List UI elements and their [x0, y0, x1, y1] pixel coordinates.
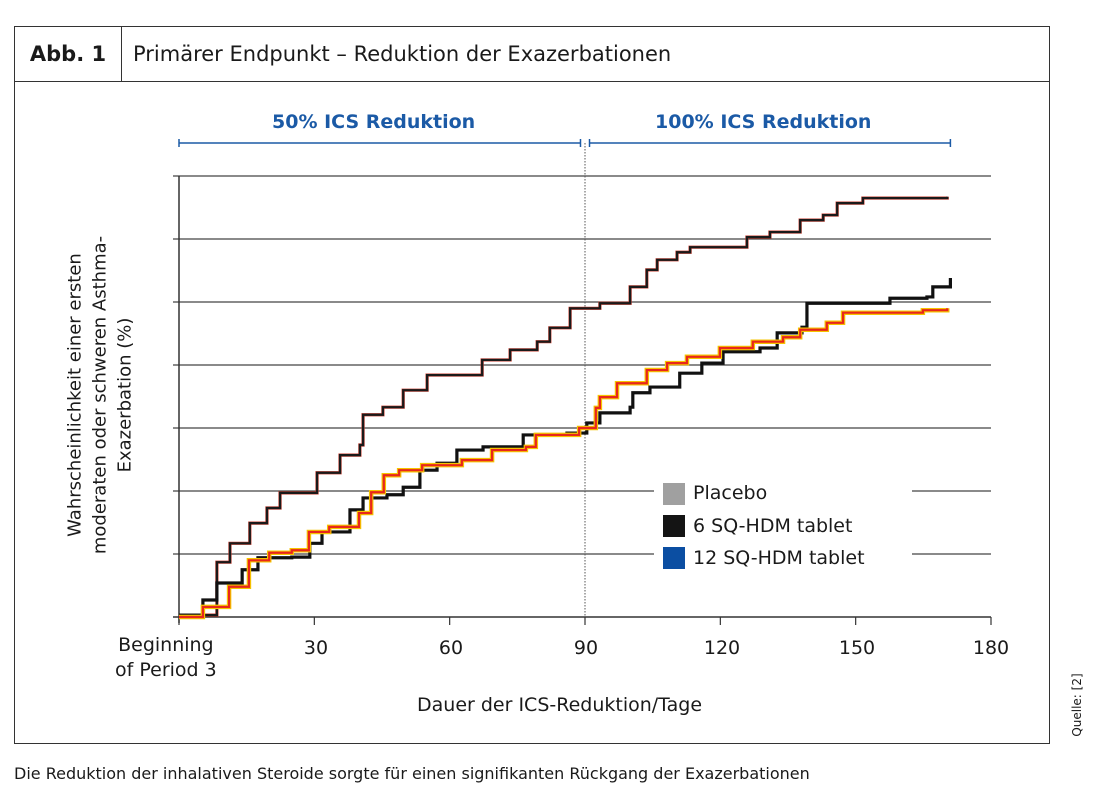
series-edge-12-sq-hdm-tablet [179, 307, 950, 620]
x-tick-label: 120 [703, 637, 741, 659]
legend-swatch-12sq [663, 547, 685, 569]
x-tick-label: 60 [438, 637, 464, 659]
x-tick-label: 180 [972, 637, 1010, 659]
chart-title: Primärer Endpunkt – Reduktion der Exazer… [133, 42, 672, 66]
x-tick-label: 90 [573, 637, 599, 659]
x-tick-label-start: Beginning of Period 3 [115, 633, 217, 683]
y-axis-label-line: moderaten oder schweren Asthma- [89, 235, 111, 555]
figure-frame: Abb. 1 Primärer Endpunkt – Reduktion der… [14, 26, 1050, 744]
phase-label-50: 50% ICS Reduktion [272, 111, 476, 133]
x-tick-label-line: of Period 3 [115, 659, 217, 681]
legend-swatch-6sq [663, 515, 685, 537]
legend-label-placebo: Placebo [693, 482, 768, 504]
source-note: Quelle: [2] [1070, 673, 1084, 737]
y-axis-label-line: Exazerbation (%) [114, 317, 136, 473]
y-axis-label-line: Wahrscheinlichkeit einer ersten [64, 253, 86, 537]
figure-label: Abb. 1 [15, 27, 122, 81]
figure-header: Abb. 1 Primärer Endpunkt – Reduktion der… [15, 27, 1049, 82]
x-tick-label-line: Beginning [118, 634, 214, 656]
x-axis-label: Dauer der ICS-Reduktion/Tage [417, 694, 703, 716]
legend-swatch-placebo [663, 483, 685, 505]
legend-label-12sq: 12 SQ-HDM tablet [693, 547, 865, 569]
series-line-placebo [179, 196, 949, 617]
legend-label-6sq: 6 SQ-HDM tablet [693, 515, 853, 537]
y-axis-label: Wahrscheinlichkeit einer ersten moderate… [63, 236, 138, 554]
figure-caption: Die Reduktion der inhalativen Steroide s… [14, 764, 810, 783]
series-line-12-sq-hdm-tablet [179, 308, 949, 619]
x-tick-label: 150 [838, 637, 876, 659]
x-tick-label: 30 [303, 637, 329, 659]
phase-label-100: 100% ICS Reduktion [655, 111, 872, 133]
